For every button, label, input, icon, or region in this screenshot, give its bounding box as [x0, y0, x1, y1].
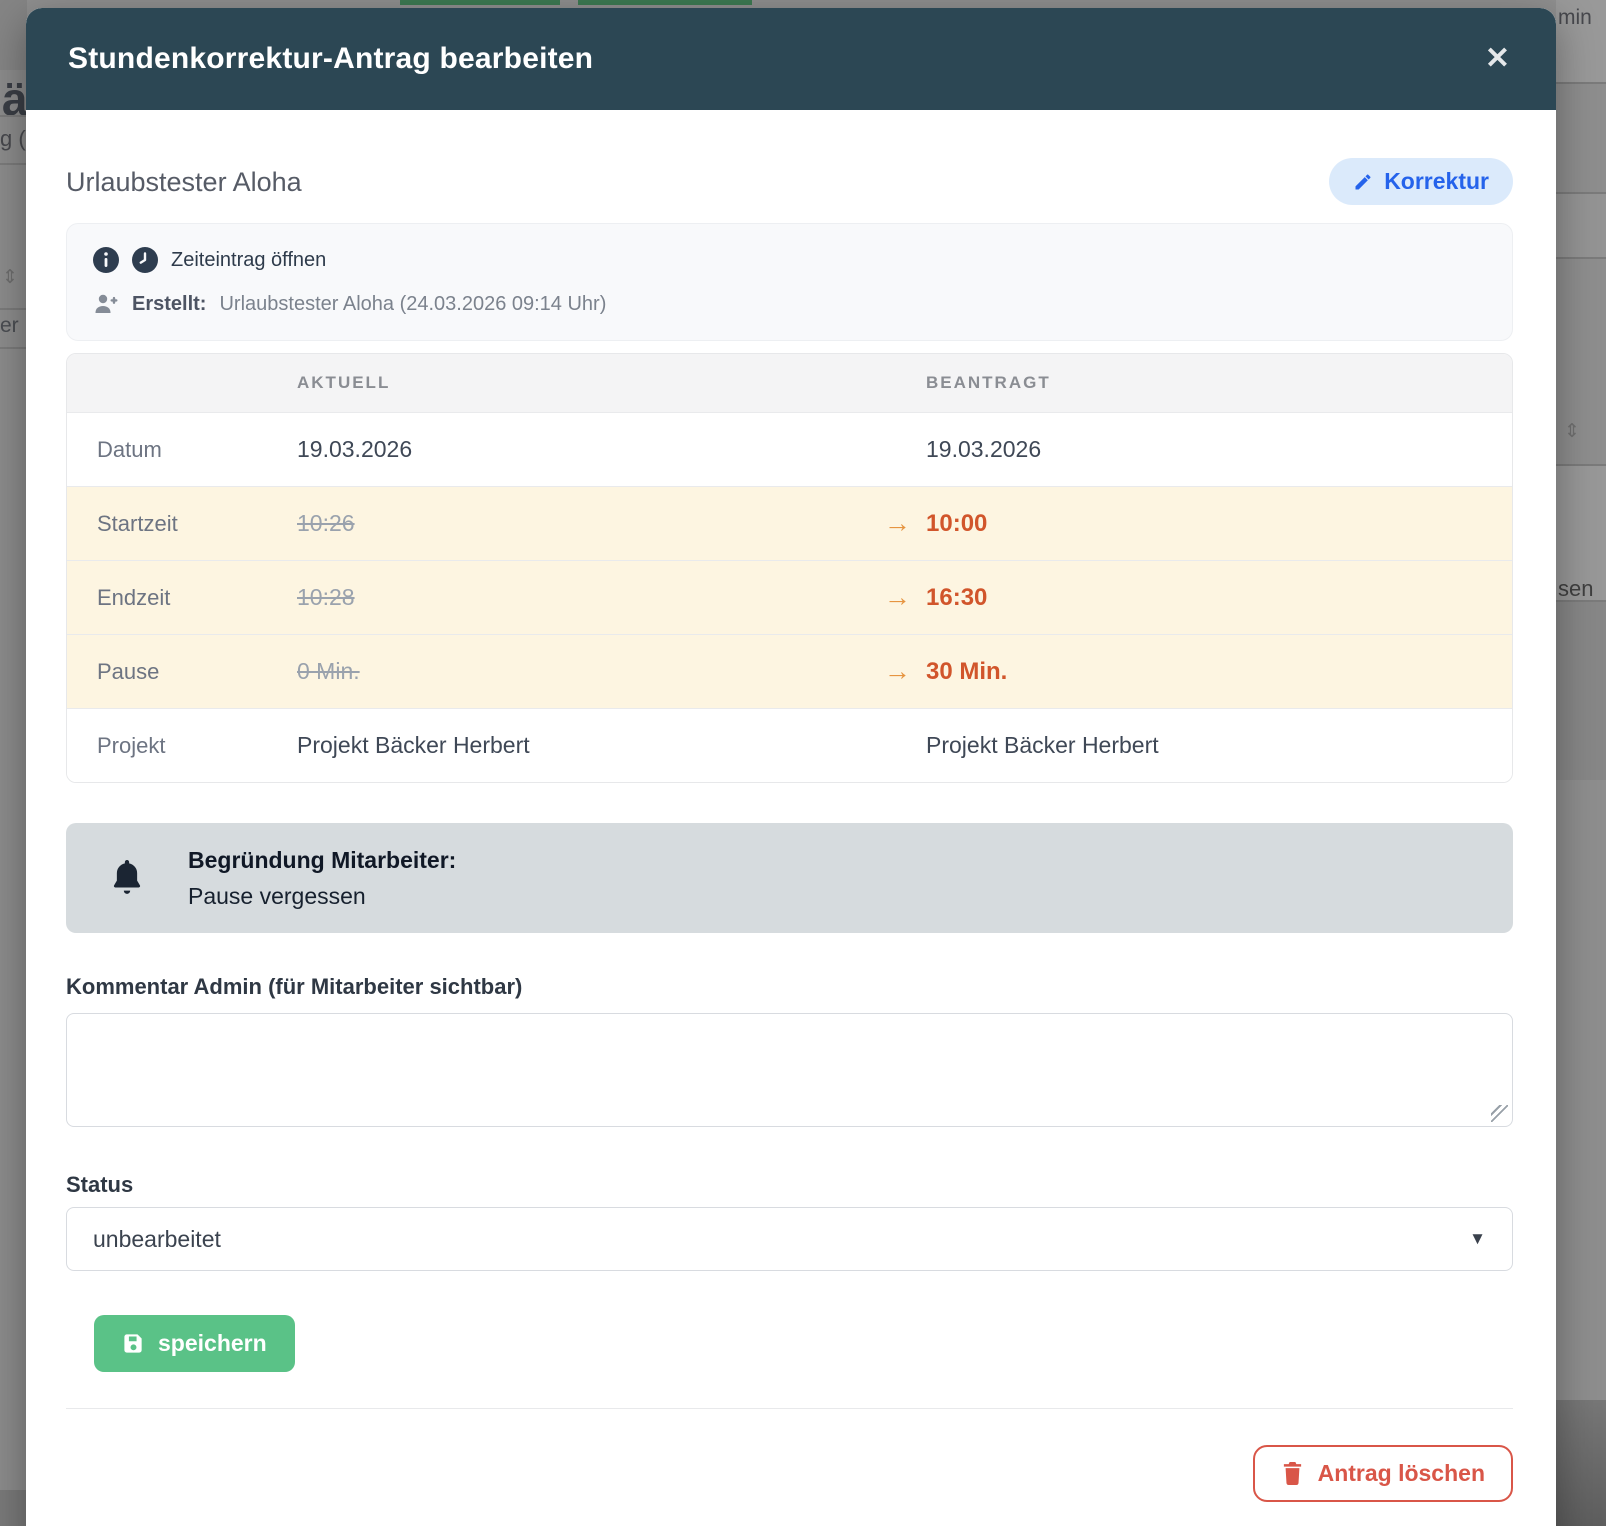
backdrop-left-bottom-band	[0, 1490, 27, 1526]
backdrop-divider	[1556, 464, 1606, 466]
backdrop-left-top-band	[0, 0, 27, 70]
backdrop-divider	[0, 308, 27, 310]
sort-icon: ⇕	[2, 267, 18, 288]
table-row-pause: Pause 0 Min. → 30 Min.	[67, 634, 1512, 708]
bell-icon	[113, 860, 141, 894]
save-button[interactable]: speichern	[94, 1315, 295, 1372]
admin-comment-input[interactable]	[66, 1013, 1513, 1127]
table-row-projekt: Projekt Projekt Bäcker Herbert Projekt B…	[67, 708, 1512, 782]
reason-box: Begründung Mitarbeiter: Pause vergessen	[66, 823, 1513, 933]
backdrop-right-band	[1556, 466, 1606, 600]
delete-request-button[interactable]: Antrag löschen	[1252, 1445, 1513, 1502]
dialog-header: Stundenkorrektur-Antrag bearbeiten ✕	[26, 8, 1556, 110]
pencil-icon	[1355, 174, 1371, 189]
backdrop-top-strip	[27, 0, 1556, 8]
backdrop-divider	[1556, 257, 1606, 259]
trash-icon	[1283, 1462, 1301, 1485]
dialog-title: Stundenkorrektur-Antrag bearbeiten	[68, 42, 594, 75]
status-select[interactable]: unbearbeitet ▼	[66, 1207, 1513, 1271]
backdrop-divider	[1556, 192, 1606, 194]
column-header-aktuell: AKTUELL	[297, 373, 391, 392]
backdrop-left-strip	[0, 0, 27, 1526]
backdrop-admin-fragment: min	[1558, 6, 1592, 29]
employee-name: Urlaubstester Aloha	[66, 166, 302, 197]
korrektur-badge[interactable]: Korrektur	[1329, 158, 1513, 205]
sort-icon: ⇕	[1564, 421, 1580, 442]
chevron-down-icon: ▼	[1469, 1229, 1486, 1248]
save-icon	[124, 1334, 142, 1353]
backdrop-right-band	[1556, 0, 1606, 82]
backdrop-divider	[0, 163, 27, 165]
admin-comment-label: Kommentar Admin (für Mitarbeiter sichtba…	[66, 974, 523, 999]
backdrop-green-button-fragment	[578, 0, 752, 5]
dialog-body: Urlaubstester Aloha Korrektur Zeiteintra…	[26, 158, 1556, 1526]
save-button-label: speichern	[158, 1330, 267, 1356]
backdrop-cell-fragment: er	[0, 314, 19, 337]
delete-button-label: Antrag löschen	[1317, 1460, 1485, 1486]
status-label: Status	[66, 1172, 134, 1197]
backdrop-heading-fragment: ä	[2, 73, 28, 125]
table-row-startzeit: Startzeit 10:26 → 10:00	[67, 486, 1512, 560]
column-header-beantragt: BEANTRAGT	[926, 373, 1051, 392]
backdrop-divider	[0, 115, 27, 117]
table-row-datum: Datum 19.03.2026 19.03.2026	[67, 412, 1512, 486]
arrow-right-icon: →	[884, 582, 911, 612]
reason-text: Pause vergessen	[188, 883, 366, 909]
close-icon[interactable]: ✕	[1481, 40, 1514, 78]
table-row-endzeit: Endzeit 10:28 → 16:30	[67, 560, 1512, 634]
reason-title: Begründung Mitarbeiter:	[188, 847, 457, 873]
table-header-row: AKTUELL BEANTRAGT	[67, 354, 1512, 412]
backdrop-tab-fragment: g (	[0, 126, 26, 151]
arrow-right-icon: →	[884, 508, 911, 538]
created-value: Urlaubstester Aloha (24.03.2026 09:14 Uh…	[219, 292, 607, 315]
backdrop-divider	[1556, 82, 1606, 84]
backdrop-cell-fragment: sen	[1558, 576, 1594, 601]
arrow-right-icon: →	[884, 656, 911, 686]
person-plus-icon	[95, 294, 118, 313]
info-icon	[93, 247, 119, 273]
backdrop-divider	[0, 347, 27, 349]
created-label: Erstellt:	[132, 292, 207, 315]
backdrop-right-bottom-band	[1556, 1400, 1606, 1526]
comparison-table: AKTUELL BEANTRAGT Datum 19.03.2026 19.03…	[66, 353, 1513, 783]
correction-request-dialog: Stundenkorrektur-Antrag bearbeiten ✕ Url…	[26, 8, 1556, 1526]
backdrop-green-button-fragment	[400, 0, 560, 5]
open-time-entry-link[interactable]: Zeiteintrag öffnen	[171, 248, 327, 271]
backdrop-right-band	[1556, 194, 1606, 257]
korrektur-badge-label: Korrektur	[1384, 168, 1489, 194]
backdrop-divider	[1556, 600, 1606, 602]
footer-divider	[66, 1408, 1513, 1409]
info-box: Zeiteintrag öffnen Erstellt: Urlaubstest…	[66, 223, 1513, 341]
status-select-value: unbearbeitet	[93, 1225, 221, 1252]
clock-icon	[132, 247, 158, 273]
backdrop-right-band	[1556, 602, 1606, 780]
resize-handle-icon[interactable]	[1491, 1105, 1508, 1122]
